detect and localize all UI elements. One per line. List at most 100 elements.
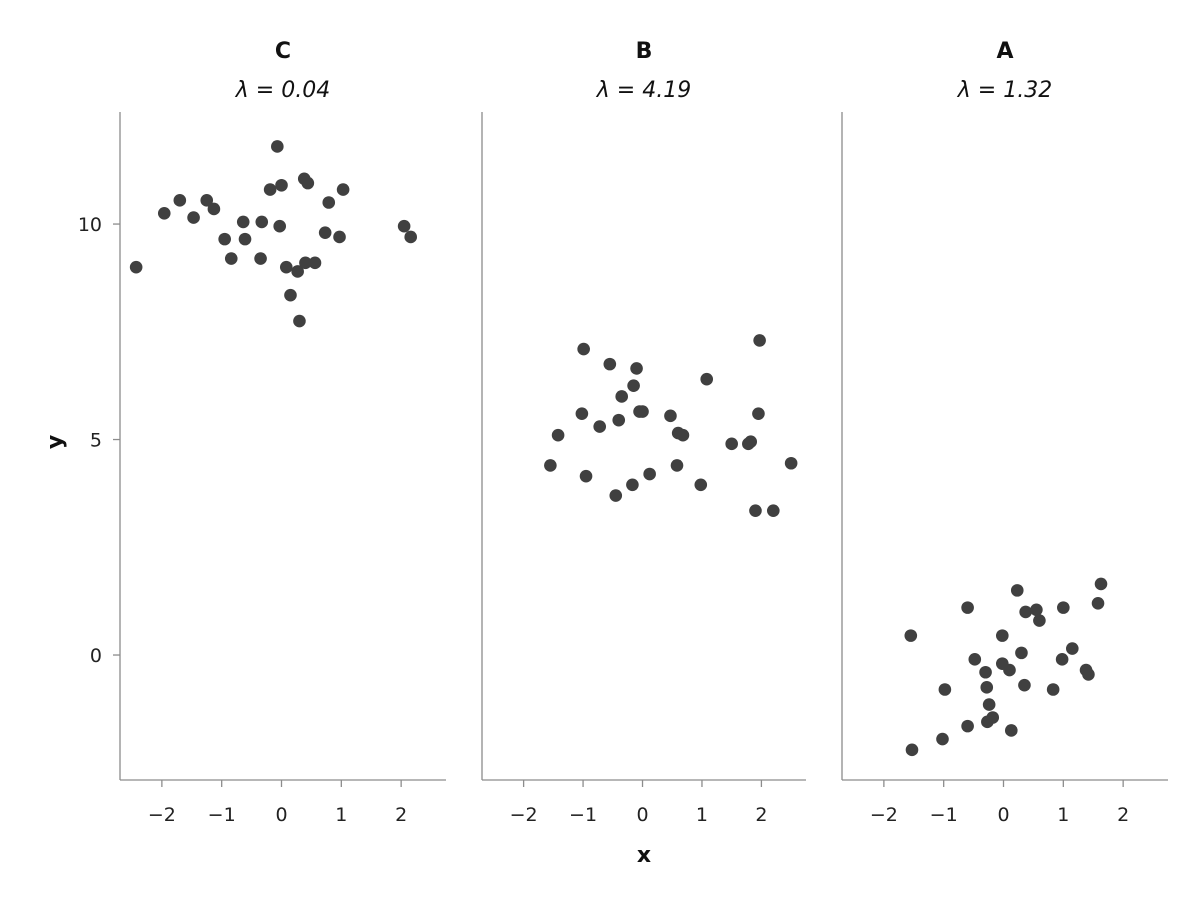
scatter-point	[207, 202, 221, 216]
y-tick-label: 5	[90, 430, 102, 452]
panel-title: C	[275, 39, 291, 64]
x-tick-label: −1	[208, 804, 236, 826]
x-tick-label: −1	[930, 804, 958, 826]
x-tick-label: 2	[1117, 804, 1129, 826]
scatter-point	[224, 252, 238, 265]
scatter-point	[271, 140, 284, 153]
panel-subtitle: λ = 0.04	[235, 78, 330, 103]
panel-title: A	[996, 39, 1013, 64]
scatter-point	[255, 215, 269, 229]
x-tick-label: 2	[395, 804, 407, 826]
scatter-point	[1003, 663, 1016, 677]
scatter-point	[664, 409, 677, 423]
scatter-point	[627, 379, 640, 392]
scatter-point	[1065, 642, 1079, 655]
x-tick-label: −2	[510, 804, 538, 826]
scatter-point	[1030, 603, 1043, 617]
scatter-point	[936, 732, 949, 746]
x-tick-label: 0	[636, 804, 648, 826]
scatter-point	[254, 252, 267, 265]
scatter-point	[643, 467, 656, 481]
panel-B: Bλ = 4.19 −2 −1 0 1 2	[481, 39, 806, 826]
x-tick-label: 0	[275, 804, 287, 826]
scatter-point	[749, 504, 762, 517]
scatter-point	[301, 176, 315, 190]
scatter-point	[173, 194, 187, 207]
scatter-point	[1055, 653, 1069, 666]
scatter-point	[544, 459, 557, 472]
scatter-point	[1019, 605, 1032, 619]
scatter-point	[293, 314, 306, 328]
scatter-point	[273, 219, 287, 233]
scatter-point	[694, 478, 708, 492]
scatter-point	[263, 183, 277, 196]
panel-subtitle: λ = 1.32	[957, 78, 1052, 103]
scatter-point	[1018, 678, 1031, 692]
scatter-point	[404, 230, 418, 244]
scatter-point	[980, 681, 994, 694]
scatter-point	[626, 478, 639, 492]
scatter-point	[187, 211, 200, 224]
scatter-point	[1057, 601, 1070, 614]
y-axis-title: y	[43, 435, 68, 449]
scatter-point	[636, 405, 649, 418]
scatter-point	[986, 711, 1000, 724]
scatter-point	[291, 265, 304, 278]
scatter-point	[615, 390, 629, 403]
scatter-point	[744, 435, 758, 448]
x-tick-label: 1	[696, 804, 708, 826]
scatter-point	[333, 230, 346, 244]
scatter-point	[905, 743, 919, 757]
scatter-point	[1082, 668, 1095, 681]
scatter-point	[1046, 683, 1060, 696]
scatter-point	[397, 219, 411, 233]
scatter-point	[279, 260, 293, 274]
scatter-point	[670, 459, 684, 472]
scatter-point	[1033, 614, 1046, 627]
scatter-point	[218, 232, 231, 246]
scatter-point	[961, 601, 974, 614]
scatter-point	[157, 206, 171, 220]
x-tick-label: −1	[569, 804, 597, 826]
scatter-point	[752, 407, 765, 420]
scatter-point	[336, 183, 350, 196]
panel-C: Cλ = 0.04 −2 −1 0 1 2 0 5 10	[78, 39, 446, 826]
scatter-point	[318, 226, 332, 239]
scatter-point	[1010, 584, 1024, 597]
scatter-point	[612, 413, 626, 427]
x-tick-label: −2	[870, 804, 898, 826]
scatter-point	[996, 629, 1009, 642]
scatter-point	[129, 260, 143, 274]
scatter-point	[979, 665, 992, 679]
scatter-point	[322, 196, 336, 209]
scatter-point	[904, 629, 918, 642]
scatter-point	[630, 362, 643, 375]
scatter-point	[1091, 597, 1105, 610]
scatter-point	[725, 437, 738, 451]
scatter-point	[609, 489, 623, 502]
scatter-point	[577, 342, 590, 356]
x-tick-label: −2	[148, 804, 176, 826]
scatter-point	[551, 428, 565, 442]
scatter-point	[784, 456, 798, 470]
scatter-point	[1004, 724, 1018, 737]
panel-A: Aλ = 1.32 −2 −1 0 1 2	[841, 39, 1168, 826]
panel-subtitle: λ = 4.19	[596, 78, 691, 103]
scatter-point	[753, 334, 766, 347]
scatter-point	[1094, 577, 1108, 591]
scatter-point	[938, 683, 952, 696]
scatter-point	[968, 653, 982, 666]
scatter-point	[238, 232, 252, 246]
scatter-point	[299, 256, 312, 270]
scatter-point	[308, 256, 322, 270]
scatter-point	[603, 357, 617, 371]
scatter-point	[676, 428, 690, 442]
scatter-point	[1015, 646, 1028, 660]
scatter-point	[579, 469, 593, 483]
y-tick-label: 10	[78, 214, 102, 236]
scatter-point	[275, 178, 288, 192]
scatter-point	[236, 215, 250, 229]
scatter-point	[700, 372, 714, 386]
